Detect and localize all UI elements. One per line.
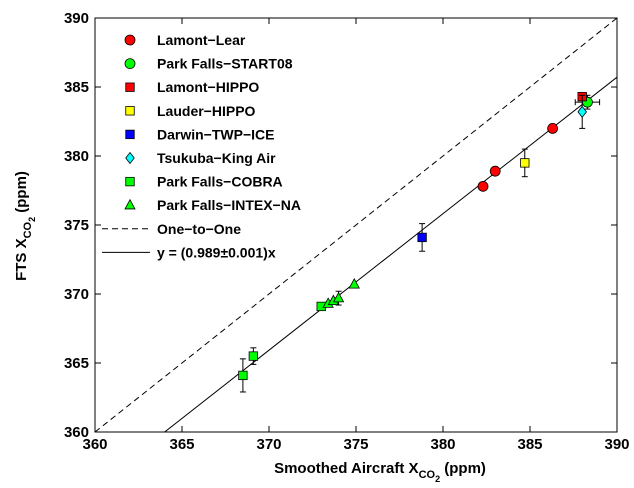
y-tick-label: 385 xyxy=(64,79,89,96)
y-tick-label: 370 xyxy=(64,286,89,303)
legend-item-4: Lauder−HIPPO xyxy=(125,103,256,119)
legend-item-5: Darwin−TWP−ICE xyxy=(125,126,274,142)
x-tick-label: 390 xyxy=(604,436,629,453)
x-tick-label: 360 xyxy=(82,436,107,453)
y-axis-title: FTS XCO2 (ppm) xyxy=(13,171,37,281)
data-point xyxy=(248,351,258,361)
legend-item-6: Tsukuba−King Air xyxy=(125,150,276,166)
series-8 xyxy=(322,277,360,308)
legend: Lamont−Lear Park Falls−START08 Lamont−HIPP… xyxy=(102,32,301,260)
legend-label: Tsukuba−King Air xyxy=(157,150,276,166)
legend-symbol xyxy=(125,106,135,116)
series-5 xyxy=(417,223,427,252)
x-tick-label: 370 xyxy=(256,436,281,453)
data-point xyxy=(547,122,559,134)
data-point xyxy=(577,105,587,118)
legend-label: Park Falls−COBRA xyxy=(157,174,283,190)
legend-item-10: y = (0.989±0.001)x xyxy=(102,244,276,260)
y-tick-label: 380 xyxy=(64,148,89,165)
legend-item-9: One−to−One xyxy=(102,221,241,237)
legend-symbol xyxy=(124,34,136,46)
data-point xyxy=(332,291,345,303)
data-point xyxy=(489,165,501,177)
y-tick-label: 390 xyxy=(64,10,89,27)
x-tick-label: 385 xyxy=(517,436,542,453)
legend-label: Lamont−Lear xyxy=(157,32,246,48)
data-point xyxy=(477,180,489,192)
legend-symbol xyxy=(125,151,135,165)
legend-symbol xyxy=(125,82,135,92)
legend-label: Darwin−TWP−ICE xyxy=(157,126,274,142)
y-tick-label: 365 xyxy=(64,355,89,372)
data-point xyxy=(520,158,530,168)
legend-label: Lauder−HIPPO xyxy=(157,103,256,119)
series-1 xyxy=(477,122,559,192)
data-point xyxy=(417,232,427,243)
legend-label: y = (0.989±0.001)x xyxy=(157,244,276,260)
data-point xyxy=(348,277,360,289)
x-tick-label: 375 xyxy=(343,436,368,453)
one-to-one-line xyxy=(95,18,617,432)
legend-item-8: Park Falls−INTEX−NA xyxy=(124,197,301,213)
series-6 xyxy=(577,94,587,129)
legend-item-1: Lamont−Lear xyxy=(124,32,246,48)
legend-label: Park Falls−START08 xyxy=(157,56,293,72)
x-tick-label: 365 xyxy=(169,436,194,453)
legend-symbol xyxy=(124,58,136,69)
data-point xyxy=(238,370,248,381)
series-7 xyxy=(238,301,326,393)
x-tick-label: 380 xyxy=(430,436,455,453)
legend-item-7: Park Falls−COBRA xyxy=(125,174,283,190)
tick-layer: 360 365 370 375 380 385 390 360 365 370 375 380 385 3… xyxy=(64,10,630,453)
x-axis-title: Smoothed Aircraft XCO2 (ppm) xyxy=(274,460,486,484)
series-4 xyxy=(520,148,530,178)
y-tick-label: 360 xyxy=(64,424,89,441)
legend-symbol xyxy=(125,129,135,140)
legend-item-3: Lamont−HIPPO xyxy=(125,79,259,95)
plot-content xyxy=(95,18,617,432)
legend-label: Lamont−HIPPO xyxy=(157,79,259,95)
legend-label: One−to−One xyxy=(157,221,241,237)
legend-symbol xyxy=(124,198,136,210)
legend-item-2: Park Falls−START08 xyxy=(124,56,293,72)
legend-label: Park Falls−INTEX−NA xyxy=(157,197,301,213)
y-tick-label: 375 xyxy=(64,217,89,234)
legend-symbol xyxy=(125,176,135,187)
